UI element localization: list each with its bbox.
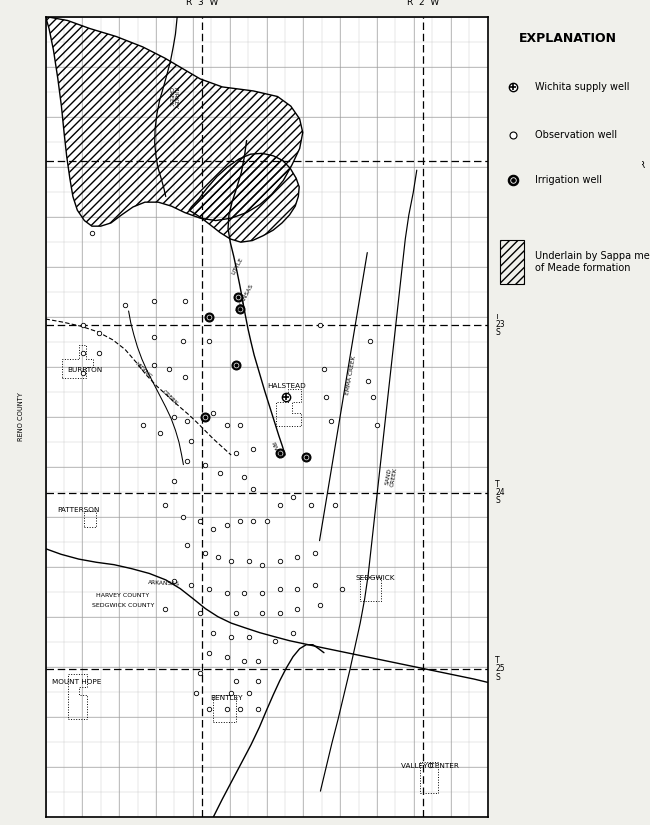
- Text: RIVER: RIVER: [269, 441, 281, 460]
- Text: SAND
CREEK: SAND CREEK: [384, 466, 398, 488]
- Text: PATTERSON: PATTERSON: [57, 507, 100, 513]
- Text: R  1  W: R 1 W: [639, 161, 650, 170]
- Text: HARVEY COUNTY: HARVEY COUNTY: [96, 593, 150, 598]
- Text: R  3  W: R 3 W: [186, 0, 218, 7]
- Bar: [421, 762, 438, 793]
- Text: Wichita supply well: Wichita supply well: [536, 82, 630, 92]
- Text: RENO COUNTY: RENO COUNTY: [18, 392, 24, 441]
- Bar: [360, 577, 382, 601]
- Text: T
22
S: T 22 S: [495, 148, 505, 173]
- Text: Underlain by Sappa member
of Meade formation: Underlain by Sappa member of Meade forma…: [536, 251, 650, 273]
- Text: BENTLEY: BENTLEY: [211, 695, 243, 701]
- Text: EXPLANATION: EXPLANATION: [519, 32, 617, 45]
- Bar: [84, 511, 96, 527]
- Text: ARKANSAS: ARKANSAS: [148, 580, 180, 587]
- Text: R  2  W: R 2 W: [408, 0, 439, 7]
- Text: Observation well: Observation well: [536, 130, 618, 140]
- Text: TURKEY
CREEK: TURKEY CREEK: [167, 85, 177, 108]
- Text: HIDING: HIDING: [134, 361, 153, 380]
- Text: ARKANSAS: ARKANSAS: [235, 283, 255, 314]
- Text: SEDGWICK COUNTY: SEDGWICK COUNTY: [92, 603, 154, 608]
- Text: T
24
S: T 24 S: [495, 480, 505, 506]
- Bar: [213, 695, 235, 723]
- Text: HALSTEAD: HALSTEAD: [267, 384, 306, 389]
- Text: EMMA CREEK: EMMA CREEK: [345, 355, 358, 395]
- Text: CREEK: CREEK: [161, 389, 178, 407]
- Text: VALLEY CENTER: VALLEY CENTER: [401, 763, 459, 770]
- Text: T
23
S: T 23 S: [495, 312, 505, 337]
- Text: T
25
S: T 25 S: [495, 656, 505, 681]
- Text: BURRTON: BURRTON: [68, 367, 103, 373]
- Bar: [500, 240, 524, 284]
- Text: LITTLE: LITTLE: [231, 257, 244, 276]
- Text: Irrigation well: Irrigation well: [536, 175, 603, 186]
- Text: SEDGWICK: SEDGWICK: [355, 575, 395, 582]
- Text: MOUNT HOPE: MOUNT HOPE: [52, 679, 101, 686]
